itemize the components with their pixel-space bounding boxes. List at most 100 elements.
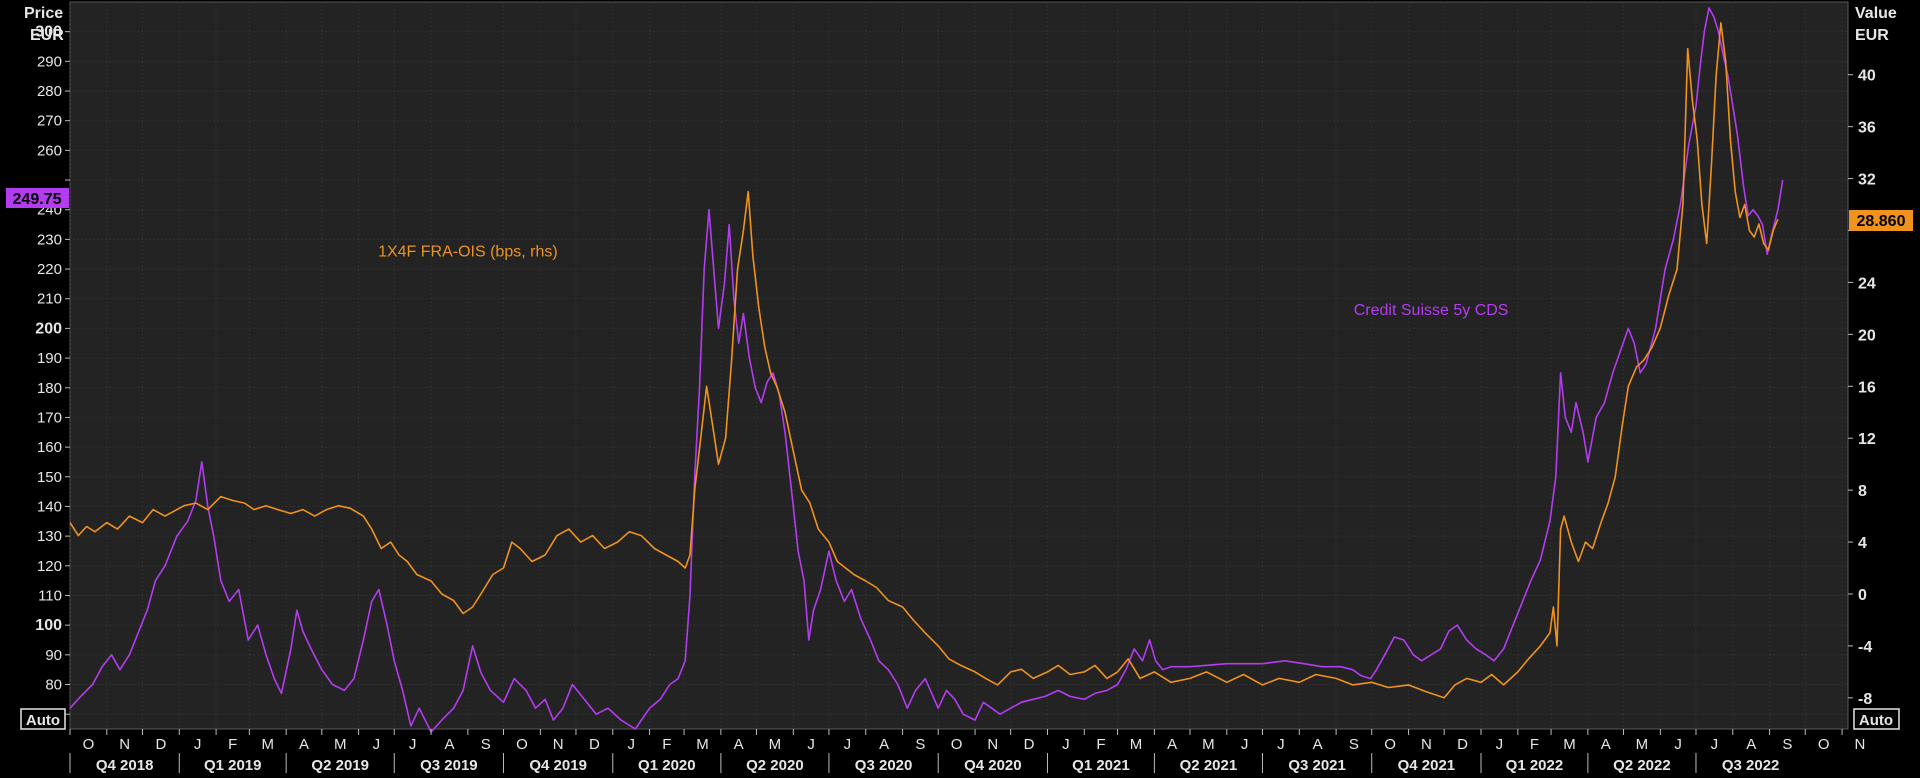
right-axis-title-line2: EUR [1855, 27, 1889, 44]
right-auto-button-label: Auto [1859, 712, 1893, 729]
right-tick-label: 4 [1858, 535, 1867, 552]
x-quarter-label: Q1 2019 [204, 757, 262, 773]
left-axis[interactable]: 7080901001101201301401501601701801902002… [35, 24, 70, 723]
left-tick-label: 190 [37, 350, 62, 367]
left-tick-label: 180 [37, 380, 62, 397]
x-quarter-label: Q2 2021 [1180, 757, 1238, 773]
x-month-label: A [444, 736, 454, 753]
x-month-label: M [769, 736, 782, 753]
left-tick-label: 260 [37, 142, 62, 159]
last-price-right-label: 28.860 [1857, 213, 1906, 230]
x-month-label: F [228, 736, 237, 753]
left-axis-title-line2: EUR [30, 27, 64, 44]
x-month-label: S [1349, 736, 1359, 753]
x-month-label: M [1636, 736, 1649, 753]
left-tick-label: 220 [37, 261, 62, 278]
x-month-label: S [915, 736, 925, 753]
x-month-label: J [1062, 736, 1070, 753]
x-month-label: D [155, 736, 166, 753]
last-price-right-bg [1849, 210, 1913, 231]
left-tick-label: 80 [45, 676, 62, 693]
x-month-label: J [409, 736, 417, 753]
series-line[interactable] [69, 22, 1779, 699]
x-month-label: D [589, 736, 600, 753]
left-tick-label: 100 [35, 617, 62, 634]
x-month-label: A [1601, 736, 1611, 753]
right-tick-label: 16 [1858, 379, 1876, 396]
x-month-label: M [334, 736, 347, 753]
right-tick-label: 36 [1858, 120, 1876, 137]
plot-area[interactable] [69, 1, 1849, 730]
left-auto-button-frame [20, 708, 66, 730]
right-auto-button[interactable]: Auto [1853, 708, 1900, 730]
left-tick-label: 140 [37, 498, 62, 515]
last-price-left-badge: 249.75 [6, 188, 69, 208]
x-quarter-label: Q3 2020 [855, 757, 913, 773]
x-quarter-label: Q4 2019 [529, 757, 587, 773]
left-tick-label: 150 [37, 469, 62, 486]
right-axis-title-line1: Value [1855, 5, 1897, 22]
x-month-label: J [1277, 736, 1285, 753]
x-month-label: D [1457, 736, 1468, 753]
left-tick-label: 200 [35, 320, 62, 337]
x-quarter-label: Q1 2020 [638, 757, 696, 773]
last-price-left-bg [6, 188, 69, 208]
right-tick-label: -8 [1858, 691, 1872, 708]
x-quarter-label: Q4 2018 [96, 757, 154, 773]
x-month-label: A [1746, 736, 1756, 753]
series-credit-suisse-cds [69, 7, 1784, 733]
x-quarter-label: Q4 2020 [964, 757, 1022, 773]
left-tick-label: 170 [37, 409, 62, 426]
x-month-label: M [1130, 736, 1143, 753]
left-tick-label: 270 [37, 113, 62, 130]
x-month-label: J [373, 736, 381, 753]
x-month-label: J [1674, 736, 1682, 753]
x-month-label: F [662, 736, 671, 753]
x-month-label: J [627, 736, 635, 753]
x-month-label: O [1818, 736, 1830, 753]
x-month-label: A [299, 736, 309, 753]
x-month-label: N [1421, 736, 1432, 753]
x-quarter-label: Q1 2022 [1506, 757, 1564, 773]
x-month-label: J [1241, 736, 1249, 753]
x-quarter-label: Q2 2019 [311, 757, 369, 773]
x-month-label: F [1096, 736, 1105, 753]
x-month-label: N [987, 736, 998, 753]
left-tick-label: 230 [37, 231, 62, 248]
left-tick-label: 280 [37, 83, 62, 100]
x-month-label: M [696, 736, 709, 753]
right-tick-label: 12 [1858, 431, 1876, 448]
left-tick-label: 160 [37, 439, 62, 456]
x-month-label: A [879, 736, 889, 753]
left-tick-label: 90 [45, 647, 62, 664]
x-month-label: O [1384, 736, 1396, 753]
x-month-label: M [262, 736, 275, 753]
x-month-label: N [119, 736, 130, 753]
series-line[interactable] [69, 7, 1784, 733]
right-tick-label: 0 [1858, 587, 1867, 604]
left-tick-label: 120 [37, 558, 62, 575]
x-quarter-label: Q3 2022 [1722, 757, 1780, 773]
x-quarter-label: Q4 2021 [1398, 757, 1456, 773]
x-month-label: S [1782, 736, 1792, 753]
x-month-label: O [83, 736, 95, 753]
right-tick-label: 32 [1858, 172, 1876, 189]
right-axis[interactable]: -8 -4 0 4 8 12 16 20 24 32 36 40 [1848, 68, 1876, 708]
x-month-label: D [1024, 736, 1035, 753]
x-month-label: F [1530, 736, 1539, 753]
x-month-label: M [1563, 736, 1576, 753]
right-tick-label: 8 [1858, 483, 1867, 500]
left-axis-title-line1: Price [24, 5, 63, 22]
left-tick-label: 210 [37, 291, 62, 308]
x-quarter-label: Q3 2021 [1288, 757, 1346, 773]
left-auto-button[interactable]: Auto [20, 708, 66, 730]
left-tick-label: 300 [35, 24, 62, 41]
right-tick-label: 40 [1858, 68, 1876, 85]
annotations: 1X4F FRA-OIS (bps, rhs) Credit Suisse 5y … [378, 243, 1508, 318]
left-auto-button-label: Auto [26, 712, 60, 729]
right-tick-label: 20 [1858, 327, 1876, 344]
right-tick-label: 24 [1858, 275, 1876, 292]
